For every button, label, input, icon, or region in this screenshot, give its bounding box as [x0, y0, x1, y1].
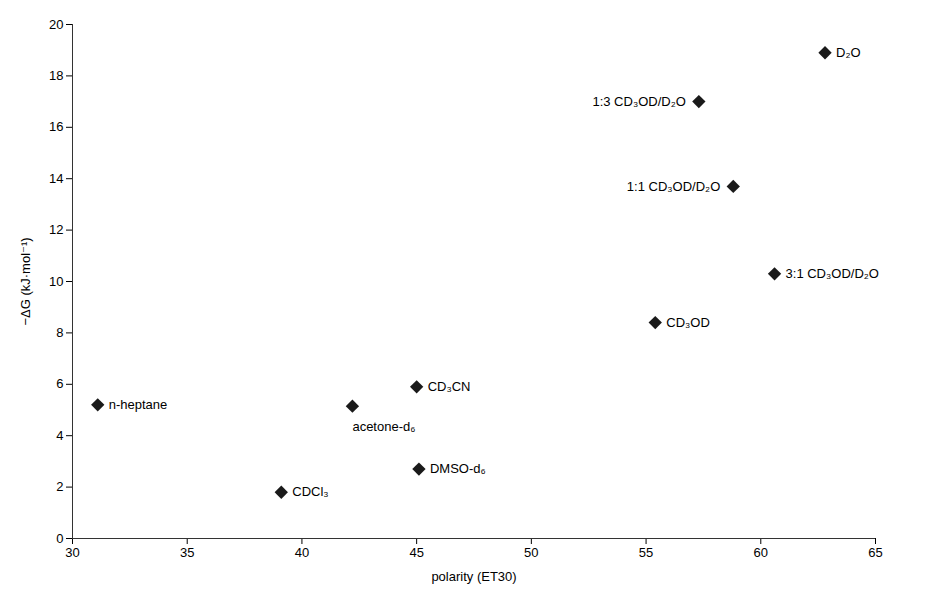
svg-text:60: 60	[754, 545, 768, 560]
svg-text:acetone-d₆: acetone-d₆	[352, 419, 415, 434]
svg-text:n-heptane: n-heptane	[109, 397, 168, 412]
svg-text:CDCl₃: CDCl₃	[292, 484, 328, 499]
svg-text:16: 16	[49, 119, 63, 134]
svg-text:40: 40	[295, 545, 309, 560]
svg-text:3:1 CD₃OD/D₂O: 3:1 CD₃OD/D₂O	[786, 266, 879, 281]
svg-text:30: 30	[65, 545, 79, 560]
svg-text:0: 0	[56, 531, 63, 546]
svg-text:1:3 CD₃OD/D₂O: 1:3 CD₃OD/D₂O	[592, 94, 685, 109]
svg-text:14: 14	[49, 171, 63, 186]
svg-text:12: 12	[49, 222, 63, 237]
svg-text:6: 6	[56, 376, 63, 391]
svg-text:8: 8	[56, 325, 63, 340]
svg-text:50: 50	[524, 545, 538, 560]
svg-text:CD₃OD: CD₃OD	[666, 315, 710, 330]
svg-text:polarity (ET30): polarity (ET30)	[431, 569, 516, 584]
svg-text:1:1 CD₃OD/D₂O: 1:1 CD₃OD/D₂O	[627, 179, 720, 194]
svg-text:18: 18	[49, 68, 63, 83]
svg-text:65: 65	[868, 545, 882, 560]
svg-text:4: 4	[56, 428, 63, 443]
svg-text:55: 55	[639, 545, 653, 560]
svg-text:2: 2	[56, 479, 63, 494]
svg-text:35: 35	[180, 545, 194, 560]
svg-text:D₂O: D₂O	[836, 45, 861, 60]
svg-text:−ΔG (kJ·mol⁻¹): −ΔG (kJ·mol⁻¹)	[18, 237, 33, 325]
svg-text:45: 45	[409, 545, 423, 560]
svg-text:10: 10	[49, 274, 63, 289]
svg-text:20: 20	[49, 17, 63, 32]
svg-text:DMSO-d₆: DMSO-d₆	[430, 461, 486, 476]
svg-text:CD₃CN: CD₃CN	[428, 379, 471, 394]
